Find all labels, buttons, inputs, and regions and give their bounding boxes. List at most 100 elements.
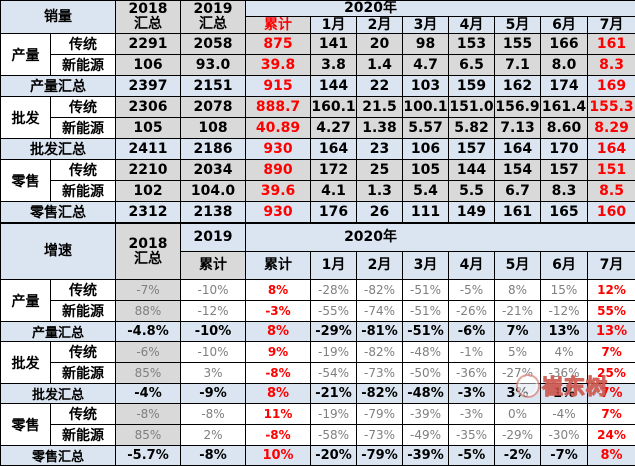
value-cell: 3.8 xyxy=(311,55,357,76)
value-cell: -36% xyxy=(541,363,588,384)
value-cell: 157 xyxy=(449,139,495,160)
value-cell: 155.3 xyxy=(588,97,635,118)
value-cell: 85% xyxy=(116,363,181,384)
value-cell: -8% xyxy=(116,404,181,425)
row-total-label: 产量汇总 xyxy=(1,76,116,97)
value-cell: 103 xyxy=(403,76,449,97)
value-cell: -2% xyxy=(495,446,541,466)
value-cell: 0% xyxy=(495,404,541,425)
value-cell: 106 xyxy=(403,139,449,160)
month-header: 7月 xyxy=(588,17,635,34)
month-header: 4月 xyxy=(449,252,495,280)
value-cell: -8% xyxy=(181,446,246,466)
month-header: 1月 xyxy=(311,17,357,34)
value-cell: 4.1 xyxy=(311,181,357,202)
value-cell: -3% xyxy=(246,301,311,322)
value-cell: -36% xyxy=(449,363,495,384)
value-cell: 169 xyxy=(588,76,635,97)
value-cell: 5.82 xyxy=(449,118,495,139)
value-cell: 2034 xyxy=(181,160,246,181)
month-header: 3月 xyxy=(403,17,449,34)
value-cell: 7% xyxy=(588,384,635,404)
value-cell: 7% xyxy=(588,404,635,425)
value-cell: 165 xyxy=(541,202,588,223)
value-cell: 149 xyxy=(449,202,495,223)
value-cell: 159 xyxy=(449,76,495,97)
value-cell: 8% xyxy=(246,322,311,342)
value-cell: -12% xyxy=(181,301,246,322)
col-2019-header: 2019 汇总 xyxy=(181,1,246,34)
value-cell: -58% xyxy=(311,425,357,446)
value-cell: -20% xyxy=(311,446,357,466)
value-cell: -5.7% xyxy=(116,446,181,466)
value-cell: 2411 xyxy=(116,139,181,160)
value-cell: 55% xyxy=(588,301,635,322)
value-cell: 170 xyxy=(541,139,588,160)
value-cell: 1.3 xyxy=(357,181,403,202)
row-sub-label: 传统 xyxy=(51,342,116,363)
value-cell: 9% xyxy=(246,342,311,363)
value-cell: -39% xyxy=(403,404,449,425)
row-total-label: 产量汇总 xyxy=(1,322,116,342)
value-cell: 153 xyxy=(449,34,495,55)
value-cell: 93.0 xyxy=(181,55,246,76)
value-cell: 161.4 xyxy=(541,97,588,118)
value-cell: 111 xyxy=(403,202,449,223)
value-cell: 8.5 xyxy=(588,181,635,202)
value-cell: 106 xyxy=(116,55,181,76)
value-cell: 12% xyxy=(588,280,635,301)
month-header: 3月 xyxy=(403,252,449,280)
col-2018-header: 2018 汇总 xyxy=(116,1,181,34)
value-cell: 5.5 xyxy=(449,181,495,202)
year-2020-header: 2020年 xyxy=(246,1,635,17)
value-cell: 2312 xyxy=(116,202,181,223)
row-group-label: 产量 xyxy=(1,280,51,322)
value-cell: 5.4 xyxy=(403,181,449,202)
value-cell: 164 xyxy=(311,139,357,160)
value-cell: 154 xyxy=(495,160,541,181)
value-cell: 161 xyxy=(588,34,635,55)
value-cell: -8% xyxy=(181,404,246,425)
value-cell: 85% xyxy=(116,425,181,446)
value-cell: -54% xyxy=(311,363,357,384)
value-cell: 2397 xyxy=(116,76,181,97)
value-cell: 8.29 xyxy=(588,118,635,139)
row-group-label: 批发 xyxy=(1,342,51,384)
value-cell: 26 xyxy=(357,202,403,223)
value-cell: -7% xyxy=(541,446,588,466)
value-cell: 160.1 xyxy=(311,97,357,118)
value-cell: 105 xyxy=(403,160,449,181)
month-header: 4月 xyxy=(449,17,495,34)
row-total-label: 零售汇总 xyxy=(1,202,116,223)
cumulative-header: 累计 xyxy=(246,17,311,34)
row-group-label: 批发 xyxy=(1,97,51,139)
value-cell: 8.3 xyxy=(588,55,635,76)
value-cell: 144 xyxy=(311,76,357,97)
table-row: 零售汇总-5.7%-8%10%-20%-79%-39%-5%-2%-7%8% xyxy=(1,446,635,466)
value-cell: 2186 xyxy=(181,139,246,160)
value-cell: -21% xyxy=(311,384,357,404)
cumulative-header: 累计 xyxy=(246,252,311,280)
value-cell: -4% xyxy=(116,384,181,404)
month-header: 2月 xyxy=(357,17,403,34)
value-cell: -51% xyxy=(403,322,449,342)
value-cell: 20 xyxy=(357,34,403,55)
value-cell: 2291 xyxy=(116,34,181,55)
value-cell: 21.5 xyxy=(357,97,403,118)
value-cell: -21% xyxy=(495,301,541,322)
value-cell: -10% xyxy=(181,322,246,342)
value-cell: 11% xyxy=(246,404,311,425)
value-cell: -81% xyxy=(357,322,403,342)
value-cell: 100.1 xyxy=(403,97,449,118)
month-header: 2月 xyxy=(357,252,403,280)
